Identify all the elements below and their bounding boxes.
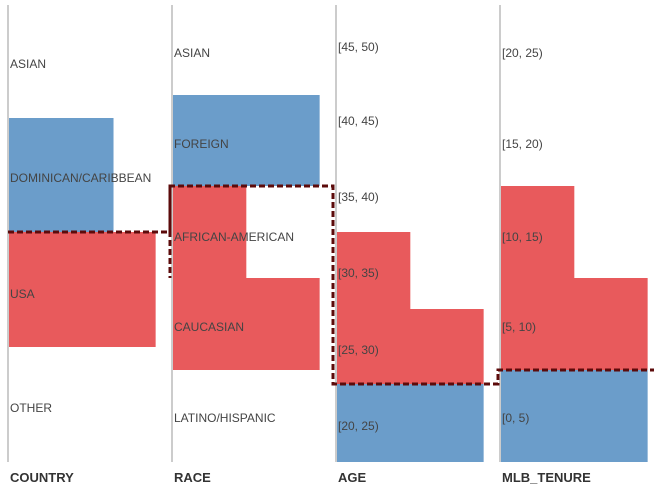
bar-red-mlb_tenure-3 — [501, 278, 648, 370]
category-label: ASIAN — [174, 46, 210, 60]
bar-blue-race-1 — [173, 95, 320, 186]
category-label: [30, 35) — [338, 266, 379, 280]
bar-blue-country-1 — [9, 118, 114, 232]
category-label: [10, 15) — [502, 230, 543, 244]
bar-red-age-4 — [337, 309, 484, 384]
category-label: [5, 10) — [502, 320, 536, 334]
category-label: FOREIGN — [174, 137, 229, 151]
bar-red-country-2 — [9, 232, 156, 347]
category-label: [40, 45) — [338, 114, 379, 128]
selection-outline-top — [8, 184, 654, 386]
category-label: USA — [10, 287, 35, 301]
dimension-label: RACE — [174, 470, 211, 485]
category-label: [20, 25) — [502, 46, 543, 60]
category-label: AFRICAN-AMERICAN — [174, 230, 294, 244]
category-label: CAUCASIAN — [174, 320, 244, 334]
category-label: [15, 20) — [502, 137, 543, 151]
category-label: [20, 25) — [338, 419, 379, 433]
dimension-label: COUNTRY — [10, 470, 74, 485]
dimension-label: AGE — [338, 470, 367, 485]
category-label: OTHER — [10, 401, 52, 415]
bar-blue-mlb_tenure-4 — [501, 370, 648, 462]
bar-red-race-3 — [173, 278, 320, 370]
category-label: ASIAN — [10, 57, 46, 71]
dimension-label: MLB_TENURE — [502, 470, 591, 485]
category-label: [35, 40) — [338, 190, 379, 204]
bar-red-mlb_tenure-2 — [501, 186, 575, 278]
bar-red-race-2 — [173, 186, 247, 278]
category-label: DOMINICAN/CARIBBEAN — [10, 171, 151, 185]
category-label: [0, 5) — [502, 411, 529, 425]
category-label: LATINO/HISPANIC — [174, 411, 276, 425]
highlight-layer — [8, 184, 654, 386]
labels-layer: ASIAN DOMINICAN/CARIBBEAN USA OTHER COUNTRY A… — [10, 40, 591, 485]
bars-layer — [9, 95, 648, 462]
bar-blue-age-5 — [337, 384, 484, 462]
category-label: [45, 50) — [338, 40, 379, 54]
bar-red-age-3 — [337, 232, 411, 309]
category-label: [25, 30) — [338, 343, 379, 357]
